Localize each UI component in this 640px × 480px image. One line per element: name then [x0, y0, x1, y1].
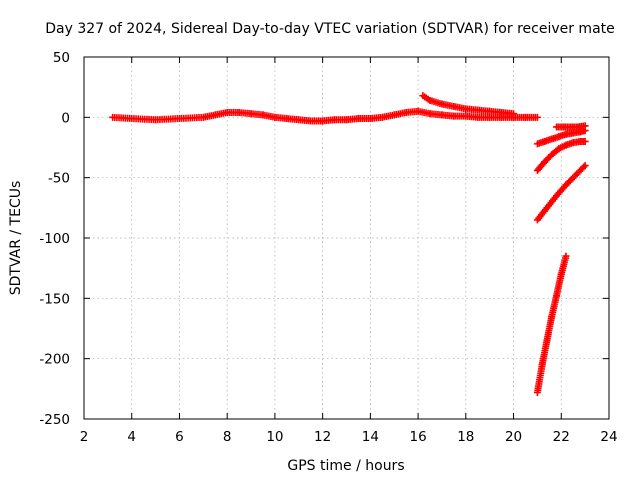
- y-tick-labels: -250 -200 -150 -100 -50 0 50: [39, 50, 70, 428]
- y-tick-label: -50: [48, 171, 70, 187]
- series-pass-21h-d: [533, 252, 570, 396]
- x-tick-label: 2: [80, 429, 89, 445]
- x-axis-label: GPS time / hours: [287, 458, 404, 474]
- x-tick-label: 16: [409, 429, 426, 445]
- series-pass-21h-c: [533, 162, 589, 224]
- y-tick-label: 50: [53, 50, 70, 66]
- data-point: [581, 122, 589, 130]
- data-point: [510, 110, 518, 118]
- x-tick-label: 24: [600, 429, 617, 445]
- series-pass-22h-e: [553, 122, 589, 131]
- series-pass-17h: [419, 92, 518, 118]
- x-tick-label: 14: [362, 429, 379, 445]
- data-point: [533, 113, 541, 121]
- x-tick-label: 8: [223, 429, 232, 445]
- data-points: [109, 92, 589, 396]
- y-tick-label: 0: [61, 110, 70, 126]
- series-pass-21h-b: [533, 137, 589, 174]
- x-tick-label: 10: [266, 429, 283, 445]
- data-point: [562, 252, 570, 260]
- y-tick-label: -250: [39, 412, 70, 428]
- data-point: [580, 163, 588, 171]
- y-tick-label: -150: [39, 291, 70, 307]
- x-tick-label: 22: [553, 429, 570, 445]
- data-point: [581, 137, 589, 145]
- x-tick-label: 18: [457, 429, 474, 445]
- y-tick-label: -200: [39, 352, 70, 368]
- data-point: [581, 162, 589, 170]
- x-tick-label: 6: [175, 429, 184, 445]
- y-axis-label: SDTVAR / TECUs: [8, 181, 24, 296]
- x-tick-label: 20: [505, 429, 522, 445]
- x-tick-label: 4: [127, 429, 136, 445]
- x-tick-labels: 2 4 6 8 10 12 14 16 18 20 22 24: [80, 429, 618, 445]
- y-tick-label: -100: [39, 231, 70, 247]
- x-tick-label: 12: [314, 429, 331, 445]
- grid-lines: [84, 57, 609, 419]
- chart-title: Day 327 of 2024, Sidereal Day-to-day VTE…: [45, 21, 615, 37]
- axis-ticks: [83, 56, 610, 420]
- series-daytime-band: [109, 107, 541, 125]
